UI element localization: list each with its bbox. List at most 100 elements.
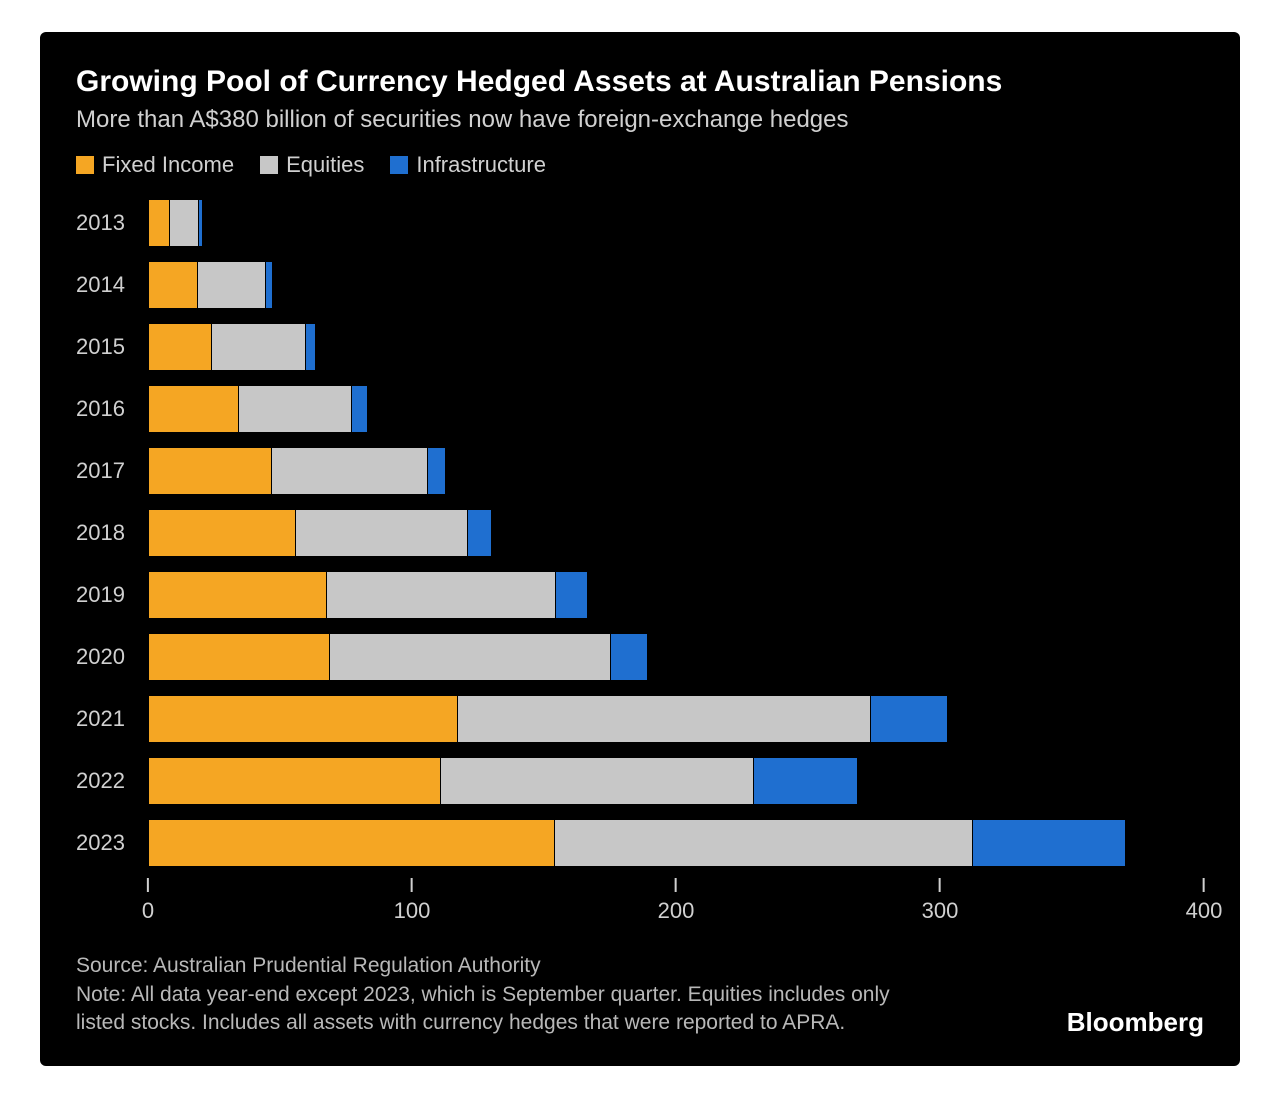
bar-row: 2022 — [76, 750, 1204, 812]
x-tick-label: 400 — [1186, 898, 1223, 924]
bar-segment — [149, 758, 441, 804]
bar-row: 2013 — [76, 192, 1204, 254]
plot-area: 2013 2014 2015 2016 2017 2018 2019 2020 2021 2022… — [76, 192, 1204, 934]
bar-track — [148, 564, 1204, 626]
year-label: 2022 — [76, 768, 148, 794]
bar-track — [148, 316, 1204, 378]
chart-title: Growing Pool of Currency Hedged Assets a… — [76, 64, 1204, 100]
bar-segment — [973, 820, 1125, 866]
x-tick: 400 — [1186, 878, 1223, 924]
chart-container: Growing Pool of Currency Hedged Assets a… — [40, 32, 1240, 1065]
bar-stack — [148, 509, 750, 557]
bar-segment — [327, 572, 556, 618]
bar-stack — [148, 199, 386, 247]
bar-segment — [212, 324, 306, 370]
legend-label: Equities — [286, 152, 364, 178]
bar-segment — [458, 696, 871, 742]
x-tick-label: 0 — [142, 898, 154, 924]
bar-row: 2019 — [76, 564, 1204, 626]
bar-row: 2015 — [76, 316, 1204, 378]
year-label: 2018 — [76, 520, 148, 546]
bar-segment — [871, 696, 947, 742]
legend-item: Equities — [260, 152, 364, 178]
bar-track — [148, 192, 1204, 254]
bar-row: 2021 — [76, 688, 1204, 750]
year-label: 2013 — [76, 210, 148, 236]
chart-legend: Fixed Income Equities Infrastructure — [76, 152, 1204, 178]
legend-swatch — [260, 156, 278, 174]
bar-segment — [149, 200, 170, 246]
legend-item: Fixed Income — [76, 152, 234, 178]
bar-segment — [468, 510, 490, 556]
x-tick-mark — [675, 878, 677, 892]
year-label: 2023 — [76, 830, 148, 856]
year-label: 2017 — [76, 458, 148, 484]
footer-note: Note: All data year-end except 2023, whi… — [76, 981, 896, 1038]
bar-stack — [148, 323, 568, 371]
x-tick-mark — [939, 878, 941, 892]
x-tick-label: 300 — [922, 898, 959, 924]
bar-segment — [611, 634, 647, 680]
bar-row: 2014 — [76, 254, 1204, 316]
bar-segment — [556, 572, 587, 618]
bar-segment — [296, 510, 468, 556]
bar-segment — [352, 386, 366, 432]
footer-source: Source: Australian Prudential Regulation… — [76, 952, 896, 980]
bar-segment — [149, 448, 272, 494]
bar-stack — [148, 757, 1014, 805]
bar-stack — [148, 571, 829, 619]
bar-track — [148, 502, 1204, 564]
year-label: 2016 — [76, 396, 148, 422]
footer-notes: Source: Australian Prudential Regulation… — [76, 952, 896, 1037]
x-tick-mark — [147, 878, 149, 892]
x-tick: 0 — [142, 878, 154, 924]
bar-stack — [148, 633, 874, 681]
legend-swatch — [76, 156, 94, 174]
bar-row: 2017 — [76, 440, 1204, 502]
x-tick-label: 200 — [658, 898, 695, 924]
bar-segment — [272, 448, 428, 494]
bar-segment — [149, 572, 327, 618]
bar-segment — [330, 634, 611, 680]
bar-segment — [754, 758, 858, 804]
chart-subtitle: More than A$380 billion of securities no… — [76, 106, 1204, 134]
bar-segment — [199, 200, 202, 246]
legend-label: Infrastructure — [416, 152, 546, 178]
bar-stack — [148, 819, 1164, 867]
x-tick: 200 — [658, 878, 695, 924]
x-tick-mark — [1203, 878, 1205, 892]
bar-track — [148, 812, 1204, 874]
chart-footer: Source: Australian Prudential Regulation… — [76, 952, 1204, 1037]
bar-segment — [149, 324, 212, 370]
bar-track — [148, 254, 1204, 316]
year-label: 2020 — [76, 644, 148, 670]
bar-row: 2016 — [76, 378, 1204, 440]
year-label: 2021 — [76, 706, 148, 732]
x-tick: 300 — [922, 878, 959, 924]
bar-segment — [441, 758, 754, 804]
legend-label: Fixed Income — [102, 152, 234, 178]
x-tick-mark — [411, 878, 413, 892]
footer-brand: Bloomberg — [1067, 1007, 1204, 1038]
bar-stack — [148, 385, 628, 433]
bar-segment — [428, 448, 445, 494]
bar-segment — [149, 386, 239, 432]
bar-stack — [148, 447, 708, 495]
bar-segment — [149, 262, 198, 308]
year-label: 2015 — [76, 334, 148, 360]
bar-track — [148, 750, 1204, 812]
bar-segment — [170, 200, 199, 246]
year-label: 2019 — [76, 582, 148, 608]
bar-segment — [149, 510, 296, 556]
bar-segment — [555, 820, 973, 866]
x-tick: 100 — [394, 878, 431, 924]
bar-stack — [148, 261, 510, 309]
bar-segment — [239, 386, 353, 432]
bar-segment — [266, 262, 272, 308]
bar-track — [148, 378, 1204, 440]
bar-row: 2018 — [76, 502, 1204, 564]
x-axis: 0100200300400 — [76, 878, 1204, 934]
bar-segment — [149, 634, 330, 680]
x-tick-label: 100 — [394, 898, 431, 924]
bar-segment — [149, 820, 555, 866]
